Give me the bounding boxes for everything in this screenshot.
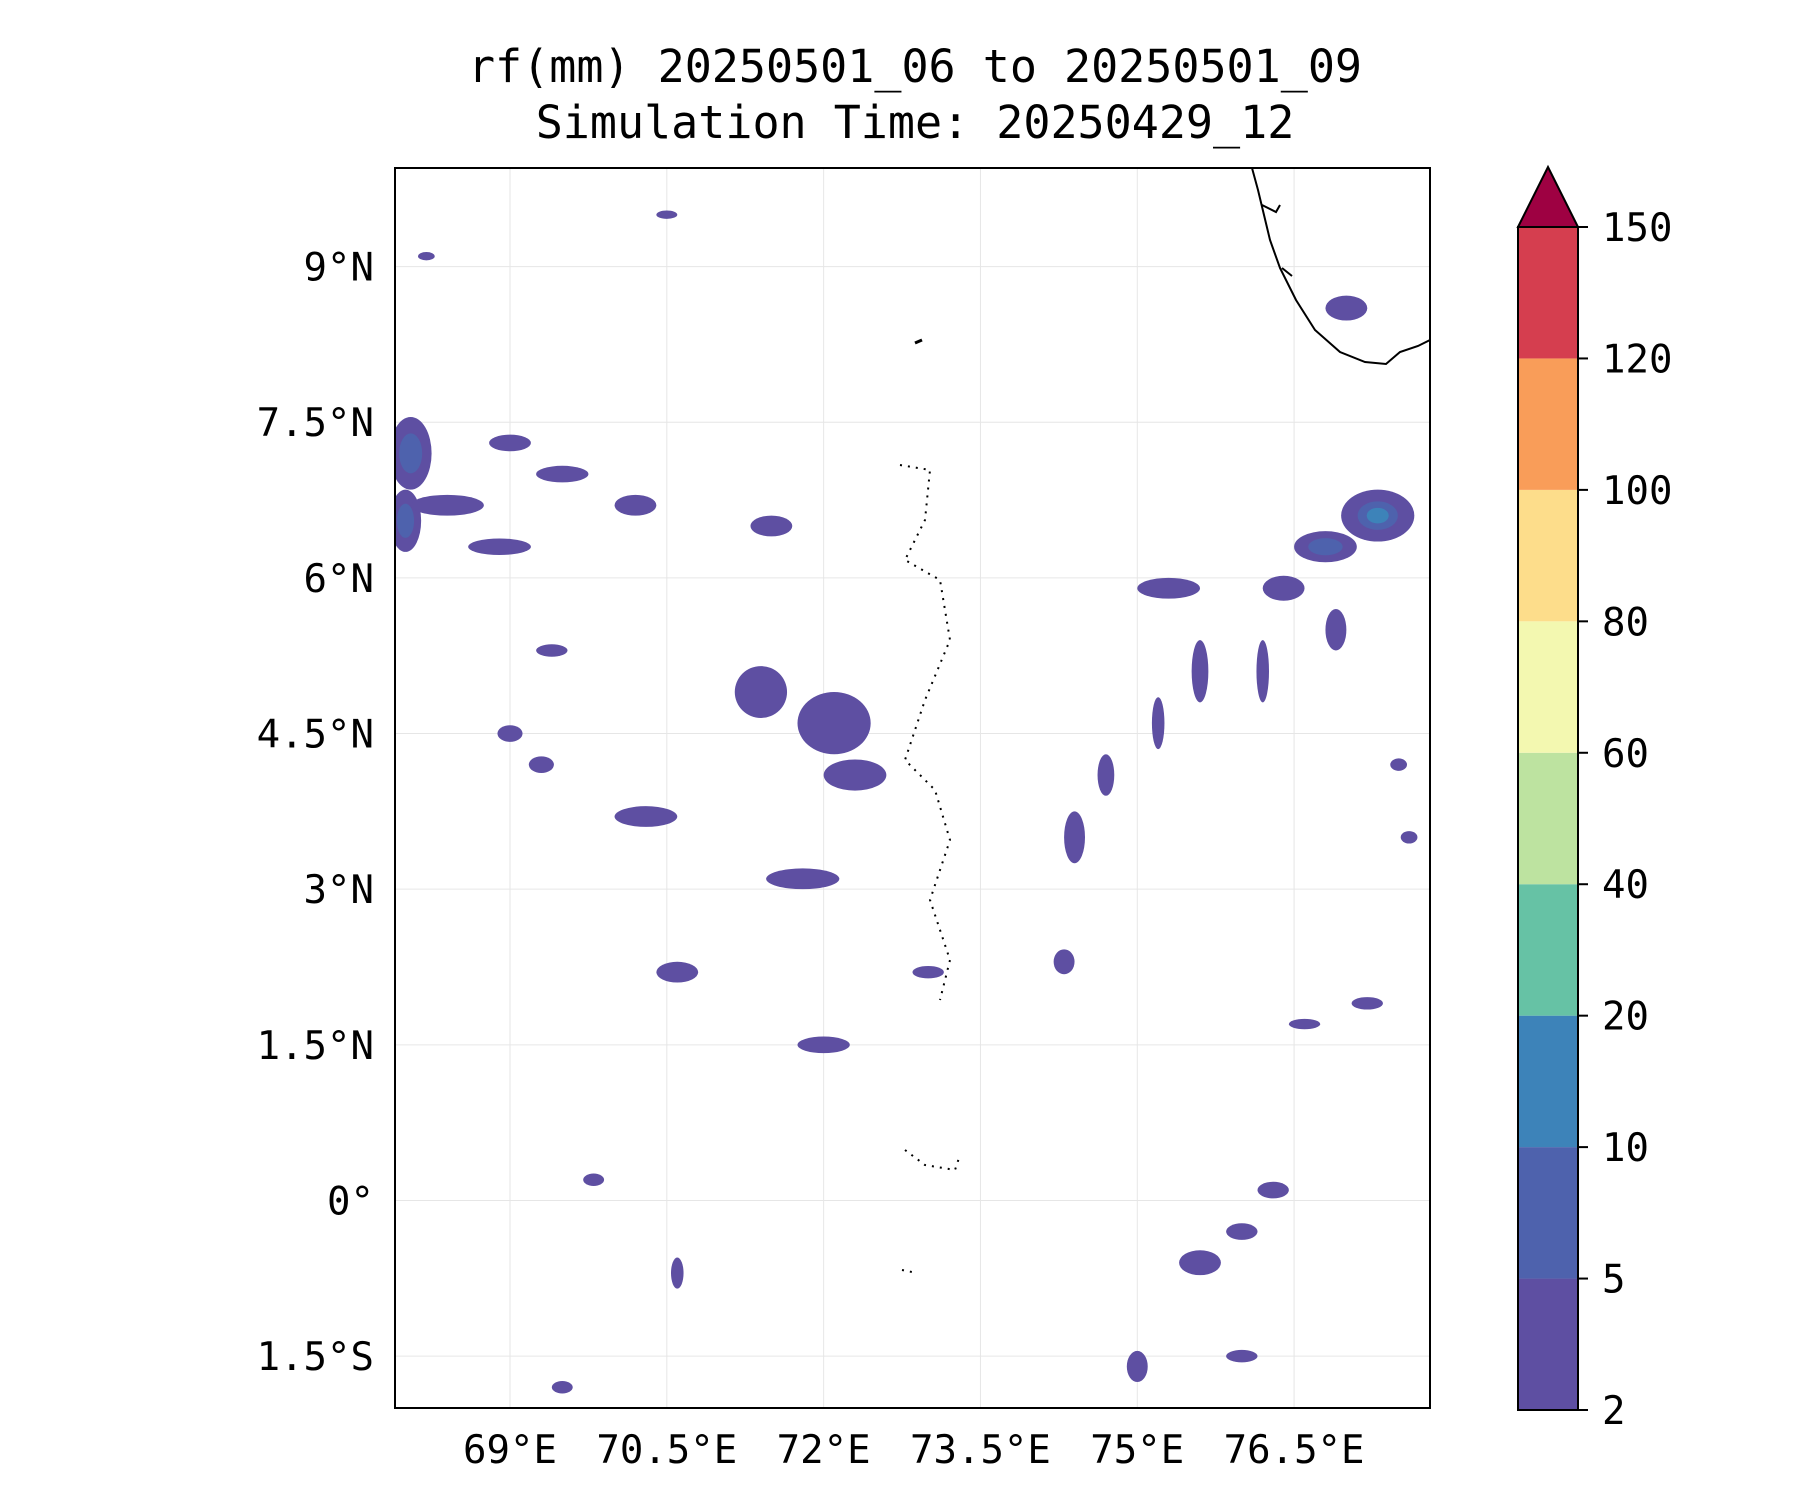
lat-tick-label: 0° (327, 1179, 374, 1224)
rain-cell (797, 692, 871, 755)
lat-tick-label: 1.5°N (257, 1024, 374, 1069)
colorbar-segment (1518, 752, 1578, 885)
rain-cell (1262, 575, 1305, 601)
colorbar-tick-label: 150 (1602, 206, 1672, 251)
rain-cell (1064, 811, 1085, 864)
island-marker (1281, 267, 1293, 277)
rain-cell (1351, 997, 1383, 1010)
colorbar-tick-label: 120 (1602, 337, 1672, 382)
rain-cell-peak (1366, 507, 1389, 524)
lon-tick-label: 76.5°E (1224, 1428, 1365, 1473)
rain-cell (410, 494, 484, 516)
rain-cell (1191, 640, 1209, 703)
rain-cell (528, 756, 554, 773)
rain-cell (1325, 295, 1368, 321)
island-marker (1261, 204, 1281, 214)
rain-cell (797, 1036, 850, 1054)
rain-cell (536, 465, 589, 483)
maldives-atolls (899, 464, 961, 1273)
rain-cell (656, 961, 699, 983)
colorbar: 2 5 10 20 40 60 80 100 120 150 (1516, 164, 1672, 1434)
colorbar-tick-label: 5 (1602, 1258, 1625, 1303)
map-subtitle: Simulation Time: 20250429_12 (535, 96, 1295, 149)
colorbar-segment (1518, 1278, 1578, 1410)
colorbar-segment (1518, 621, 1578, 753)
lat-tick-label: 7.5°N (257, 401, 374, 446)
rain-cell (418, 252, 435, 261)
rain-cell (536, 644, 568, 657)
lon-tick-label: 75°E (1090, 1428, 1184, 1473)
rain-cell-core (399, 433, 423, 474)
rain-cell (1097, 754, 1115, 796)
rain-cell (1288, 1018, 1321, 1030)
colorbar-segment (1518, 489, 1578, 622)
rain-cell (614, 806, 678, 827)
colorbar-tick-label: 80 (1602, 600, 1649, 645)
rain-cell (656, 210, 678, 219)
rain-cell (551, 1381, 573, 1394)
rain-cell (1256, 640, 1269, 703)
rain-cell (1226, 1223, 1258, 1240)
colorbar-segment (1518, 1147, 1578, 1279)
rain-cell-core (396, 503, 415, 538)
rain-cell (1226, 1349, 1258, 1363)
rain-cell (1126, 1350, 1148, 1383)
lon-tick-label: 72°E (777, 1428, 871, 1473)
rain-cell (1257, 1181, 1289, 1199)
gridlines (395, 168, 1430, 1408)
rain-cell (1325, 609, 1347, 651)
colorbar-segment (1518, 1015, 1578, 1148)
lat-tick-label: 6°N (304, 557, 374, 602)
rain-cell (497, 725, 523, 742)
lat-tick-label: 9°N (304, 246, 374, 291)
rain-cell (1151, 697, 1165, 750)
lat-tick-label: 4.5°N (257, 713, 374, 758)
colorbar-tick-label: 100 (1602, 469, 1672, 514)
lat-tick-label: 3°N (304, 868, 374, 913)
india-coastline (1251, 168, 1430, 366)
island-marker (914, 338, 923, 345)
colorbar-tick-label: 60 (1602, 732, 1649, 777)
colorbar-tick-label: 40 (1602, 863, 1649, 908)
colorbar-tick-label: 2 (1602, 1389, 1625, 1434)
rain-cell (1179, 1250, 1221, 1276)
rain-cell (823, 759, 887, 791)
map-frame (394, 167, 1431, 1409)
colorbar-segment (1518, 884, 1578, 1016)
colorbar-frame (1517, 226, 1579, 1411)
coastlines (899, 168, 1430, 1273)
latitude-ticks: 9°N 7.5°N 6°N 4.5°N 3°N 1.5°N 0° 1.5°S (257, 246, 374, 1381)
lon-tick-label: 70.5°E (596, 1428, 737, 1473)
rain-cell (1390, 758, 1407, 771)
rain-cell (766, 868, 840, 890)
rain-cell (912, 965, 944, 979)
colorbar-tick-label: 20 (1602, 995, 1649, 1040)
colorbar-extend-arrow (1516, 164, 1580, 228)
lat-tick-label: 1.5°S (257, 1335, 374, 1380)
longitude-ticks: 69°E 70.5°E 72°E 73.5°E 75°E 76.5°E (463, 1428, 1364, 1473)
lon-tick-label: 73.5°E (910, 1428, 1051, 1473)
rainfall-field (395, 210, 1418, 1394)
rain-cell (583, 1173, 605, 1186)
colorbar-segment (1518, 227, 1578, 359)
lon-tick-label: 69°E (463, 1428, 557, 1473)
rain-cell (1053, 949, 1075, 975)
colorbar-tick-label: 10 (1602, 1126, 1649, 1171)
rain-cell (750, 515, 793, 537)
colorbar-segment (1518, 358, 1578, 490)
rain-cell (614, 494, 657, 516)
rain-cell (489, 434, 531, 452)
rain-cell (1400, 831, 1418, 844)
rain-cell (734, 666, 788, 718)
rain-cell (671, 1257, 684, 1289)
rain-cell-core (1308, 538, 1343, 556)
rain-cell (468, 538, 531, 556)
map-title: rf(mm) 20250501_06 to 20250501_09 (467, 40, 1363, 93)
rain-cell (1137, 577, 1200, 599)
